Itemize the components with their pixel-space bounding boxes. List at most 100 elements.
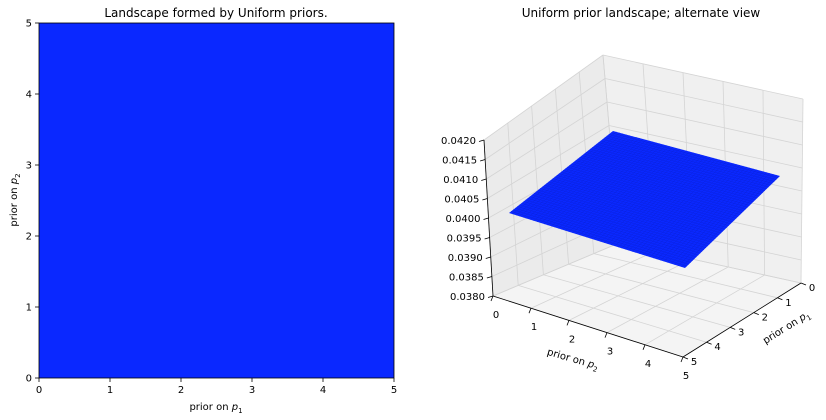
surface-mesh-line <box>624 160 724 250</box>
heatmap-frame <box>38 22 395 379</box>
surface-mesh-line <box>563 170 735 221</box>
heatmap-y-tick-label: 2 <box>26 232 32 243</box>
z-tick-mark <box>484 237 490 240</box>
y-tick-mark <box>753 312 759 315</box>
surface-mesh-line <box>607 156 707 244</box>
surface-mesh-line <box>583 153 754 203</box>
surface-mesh-line <box>674 173 771 265</box>
heatmap-field <box>39 23 394 378</box>
back-wall-gridline-z <box>608 125 803 169</box>
surface-mesh-line <box>600 140 769 188</box>
surface-mesh-line <box>575 160 746 210</box>
z-tick-mark <box>482 198 488 201</box>
floor-gridline-y <box>568 263 754 313</box>
heatmap-y-axis-label: prior on p2 <box>9 173 22 226</box>
z-tick-label: 0.0395 <box>447 234 482 245</box>
surface-mesh-line <box>632 162 731 252</box>
surface-mesh-line <box>581 155 752 204</box>
heatmap-y-tick-label: 1 <box>26 303 32 314</box>
x-tick-label: 5 <box>683 371 689 382</box>
surface-mesh-line <box>663 170 761 262</box>
heatmap-y-tick-label: 5 <box>26 19 32 30</box>
surface-mesh-line <box>677 174 774 266</box>
surface-mesh-line <box>596 143 765 191</box>
z-tick-mark <box>478 139 485 142</box>
back-wall-gridline-z <box>604 78 803 123</box>
y-tick-mark <box>777 297 783 301</box>
z-tick-label: 0.0400 <box>446 214 481 225</box>
surface-mesh-line <box>602 138 771 186</box>
heatmap-x-axis-label: prior on p1 <box>189 402 242 415</box>
x-tick-mark <box>604 332 608 338</box>
side-wall-gridline-z <box>487 125 610 199</box>
z-tick-label: 0.0380 <box>450 292 485 303</box>
z-tick-label: 0.0420 <box>441 136 476 147</box>
side-wall-gridline-z <box>492 242 620 297</box>
surface-ticks: 0.0380 0.0385 0.0390 0.0395 0.0400 0.0405 0.04… <box>441 136 815 382</box>
surface-mesh-line <box>592 147 762 195</box>
x-tick-mark <box>528 308 532 314</box>
side-wall-gridline-z <box>486 101 608 180</box>
heatmap-x-tick-label: 2 <box>178 385 184 396</box>
surface-mesh-line <box>569 165 741 215</box>
surface-chart: Uniform prior landscape; alternate view … <box>441 6 815 382</box>
surface-mesh-line <box>639 164 737 254</box>
surface-mesh-line <box>608 134 777 180</box>
y-axis-line <box>682 282 802 358</box>
floor-gridline-x <box>644 274 765 346</box>
surface-title: Uniform prior landscape; alternate view <box>522 6 761 20</box>
surface-mesh-line <box>628 161 727 251</box>
surface-mesh-line <box>573 161 744 212</box>
surface-mesh-line <box>610 156 711 246</box>
z-tick-mark <box>485 256 491 259</box>
x-tick-mark <box>490 295 494 302</box>
surface-mesh <box>511 131 779 268</box>
heatmap-x-tick-label: 5 <box>391 385 397 396</box>
surface-mesh-line <box>571 163 743 214</box>
z-tick-label: 0.0385 <box>449 273 484 284</box>
y-tick-mark <box>730 327 736 330</box>
y-tick-mark <box>706 341 712 345</box>
z-tick-mark <box>486 276 492 279</box>
heatmap-x-tick-label: 4 <box>320 385 326 396</box>
surface-mesh-line <box>649 166 747 258</box>
z-tick-label: 0.0390 <box>448 253 483 264</box>
heatmap-title: Landscape formed by Uniform priors. <box>104 6 327 20</box>
surface-mesh-line <box>585 152 756 201</box>
surface-mesh-line <box>606 135 775 182</box>
heatmap-x-tick-label: 3 <box>249 385 255 396</box>
surface-mesh-line <box>670 172 767 264</box>
surface-mesh-line <box>565 168 737 219</box>
side-wall-gridline-z <box>484 78 606 160</box>
surface-mesh-line <box>598 142 767 190</box>
surface-mesh-line <box>617 158 717 248</box>
y-tick-label: 1 <box>785 298 791 309</box>
heatmap-chart: Landscape formed by Uniform priors. 0 1 2 3… <box>9 6 397 415</box>
heatmap-y-ticks: 0 1 2 3 4 5 <box>26 19 39 385</box>
surface-mesh-line <box>587 150 758 199</box>
z-tick-mark <box>480 159 486 162</box>
surface-mesh-line <box>642 165 741 255</box>
x-tick-mark <box>642 344 646 350</box>
heatmap-x-tick-label: 0 <box>36 385 42 396</box>
surface-mesh-line <box>594 145 763 193</box>
z-tick-label: 0.0405 <box>444 195 479 206</box>
surface-mesh-line <box>646 165 744 257</box>
back-wall-gridline-z <box>606 101 803 146</box>
x-tick-mark <box>566 320 570 326</box>
surface-mesh-line <box>614 157 714 247</box>
heatmap-x-ticks: 0 1 2 3 4 5 <box>36 378 397 396</box>
surface-mesh-line <box>635 163 734 253</box>
surface-mesh-line <box>579 156 750 206</box>
y-tick-label: 3 <box>738 327 744 338</box>
z-tick-mark <box>481 178 487 181</box>
x-tick-mark <box>680 356 684 363</box>
floor-gridline-y <box>518 285 707 343</box>
y-tick-label: 5 <box>691 357 697 368</box>
x-tick-label: 0 <box>493 310 499 321</box>
surface-mesh-line <box>660 169 757 261</box>
surface-mesh-line <box>604 137 773 184</box>
surface-mesh-line <box>610 132 779 179</box>
floor-gridline-x <box>568 258 692 321</box>
